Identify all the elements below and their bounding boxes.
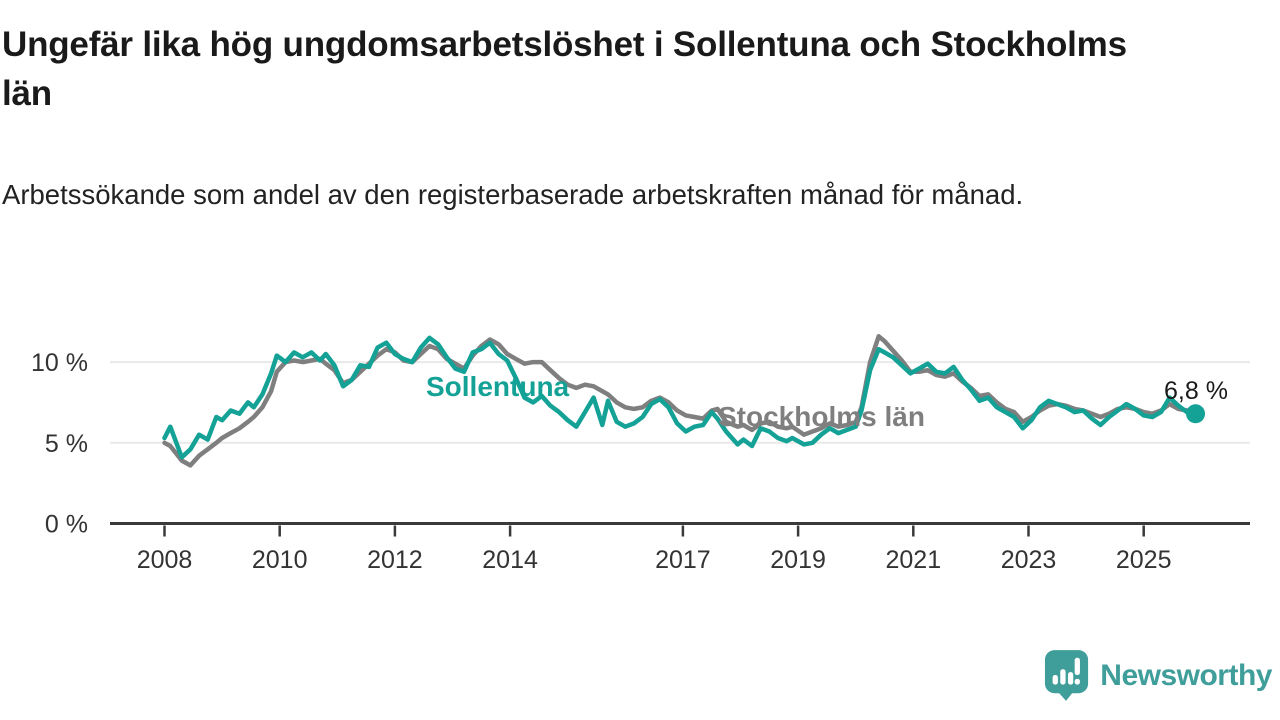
x-tick-label-2012: 2012 — [367, 546, 423, 574]
x-tick-label-2017: 2017 — [655, 546, 711, 574]
y-axis-labels: 0 % 5 % 10 % — [31, 349, 88, 538]
sollentuna-line — [162, 335, 1198, 460]
x-tick-label-2019: 2019 — [770, 546, 826, 574]
x-tick-label-2014: 2014 — [482, 546, 538, 574]
chart-title: Ungefär lika hög ungdomsarbetslöshet i S… — [2, 25, 1127, 113]
y-tick-label-10: 10 % — [31, 349, 88, 377]
latest-value-dot — [1186, 404, 1206, 424]
series-lines — [162, 334, 1198, 468]
x-tick-label-2010: 2010 — [252, 546, 308, 574]
x-tick-label-2025: 2025 — [1116, 546, 1172, 574]
series-label-sollentuna: Sollentuna — [426, 371, 570, 402]
y-tick-label-0: 0 % — [45, 511, 88, 539]
x-tick-label-2023: 2023 — [1001, 546, 1057, 574]
series-label-stockholms-lan: Stockholms län — [718, 401, 925, 432]
x-axis — [110, 522, 1250, 537]
chart-subtitle: Arbetssökande som andel av den registerb… — [2, 179, 1024, 210]
x-tick-label-2008: 2008 — [137, 546, 193, 574]
gridlines — [110, 361, 1250, 444]
stockholms-lan-line — [162, 334, 1198, 468]
x-tick-label-2021: 2021 — [885, 546, 941, 574]
newsworthy-chart-bubble-icon — [1045, 650, 1089, 701]
x-axis-labels: 2008 2010 2012 2014 2017 2019 2021 2023 2025 — [137, 546, 1172, 574]
latest-value-annotation: 6,8 % — [1164, 377, 1228, 405]
y-tick-label-5: 5 % — [45, 430, 88, 458]
newsworthy-logo-text: Newsworthy — [1100, 658, 1272, 692]
newsworthy-logo: Newsworthy — [1044, 649, 1272, 702]
